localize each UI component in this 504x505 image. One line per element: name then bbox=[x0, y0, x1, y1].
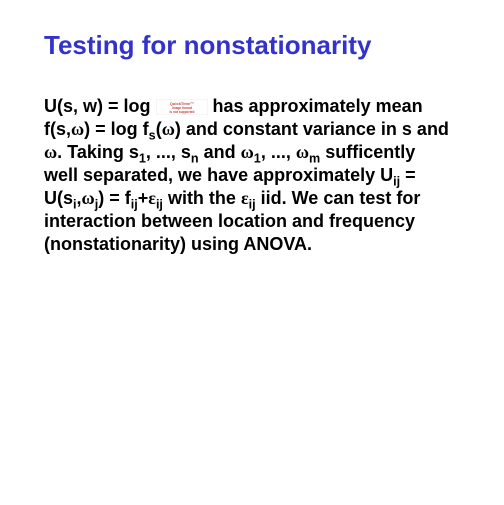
text-part: , ..., bbox=[261, 142, 296, 162]
subscript: n bbox=[191, 152, 199, 166]
text-part: and bbox=[199, 142, 241, 162]
text-part: , ..., s bbox=[146, 142, 191, 162]
svg-text:is not supported: is not supported bbox=[169, 110, 194, 114]
missing-image-icon: QuickTime™image formatis not supported bbox=[156, 98, 208, 114]
text-part: + bbox=[138, 188, 149, 208]
slide: Testing for nonstationarity U(s, w) = lo… bbox=[0, 0, 504, 505]
slide-title: Testing for nonstationarity bbox=[44, 30, 464, 61]
omega-symbol: ω bbox=[44, 142, 57, 162]
subscript: ij bbox=[131, 198, 138, 212]
subscript: ij bbox=[156, 198, 163, 212]
text-part: ) = log f bbox=[84, 119, 149, 139]
omega-symbol: ω bbox=[71, 119, 84, 139]
text-part: ) and constant variance in s and bbox=[175, 119, 449, 139]
omega-symbol: ω bbox=[162, 119, 175, 139]
subscript: m bbox=[309, 152, 320, 166]
omega-symbol: ω bbox=[241, 142, 254, 162]
slide-body: U(s, w) = log QuickTime™image formatis n… bbox=[44, 95, 454, 256]
omega-symbol: ω bbox=[296, 142, 309, 162]
subscript: ij bbox=[249, 198, 256, 212]
epsilon-symbol: ε bbox=[148, 188, 156, 208]
text-part: U(s, w) = log bbox=[44, 96, 156, 116]
text-part: with the bbox=[163, 188, 241, 208]
subscript: 1 bbox=[254, 152, 261, 166]
omega-symbol: ω bbox=[82, 188, 95, 208]
text-part: . Taking s bbox=[57, 142, 139, 162]
subscript: 1 bbox=[139, 152, 146, 166]
epsilon-symbol: ε bbox=[241, 188, 249, 208]
text-part: ) = f bbox=[98, 188, 131, 208]
subscript: s bbox=[149, 129, 156, 143]
